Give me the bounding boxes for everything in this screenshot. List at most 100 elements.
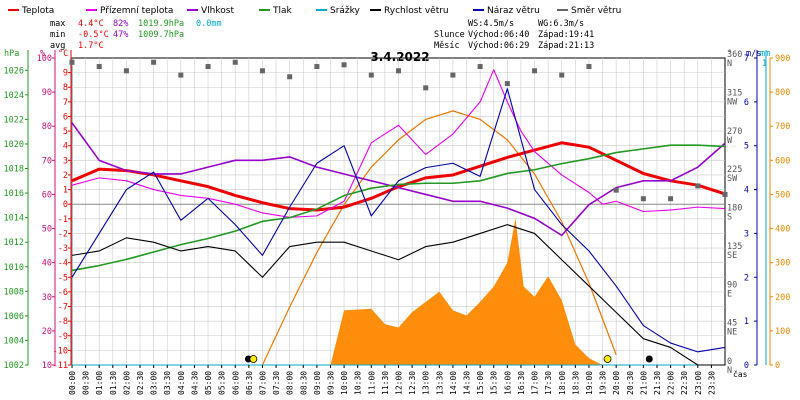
wind-dir-point [123, 68, 129, 74]
sunset-marker [603, 355, 612, 363]
series-line [71, 144, 726, 272]
sol-tick-label: 700 [775, 122, 790, 132]
pct-axis-tick-label: 40 [42, 259, 52, 269]
wind-dir-point [504, 81, 510, 87]
temp-axis-tick-label: -9 [58, 332, 68, 342]
x-tick-label: 19:30 [599, 371, 608, 395]
x-tick-label: 10:00 [340, 371, 349, 395]
x-tick-label: 20:00 [612, 371, 621, 395]
x-tick-label: 18:30 [571, 371, 580, 395]
legend-label: Směr větru [571, 6, 621, 16]
dir-compass-label: N [727, 59, 732, 69]
dir-compass-label: NE [727, 328, 737, 338]
hpa-axis-tick-label: 1004 [4, 336, 24, 346]
stats-panel: max 4.4°C 82% 1019.9hPa 0.0mm min -0.5°C… [50, 19, 594, 51]
wind-dir-point [668, 196, 674, 202]
wind-dir-point [69, 59, 75, 65]
temp-axis-tick-label: 3 [63, 156, 68, 166]
x-tick-label: 11:00 [367, 371, 376, 395]
x-tick-label: 00:00 [68, 371, 77, 395]
wind-dir-point [613, 187, 619, 193]
wind-dir-point [96, 64, 102, 70]
dir-compass-label: NW [727, 97, 738, 107]
ms-tick-label: 4 [744, 186, 749, 196]
x-tick-label: 18:00 [558, 371, 567, 395]
axes: 1002100410061008101010121014101610181020… [4, 49, 791, 376]
dir-compass-label: SW [727, 174, 738, 184]
hpa-axis-tick-label: 1006 [4, 312, 24, 322]
sol-tick-label: 100 [775, 327, 790, 337]
wind-dir-point [232, 59, 238, 65]
x-tick-label: 08:30 [299, 371, 308, 395]
temp-axis-tick-label: -8 [58, 317, 68, 327]
wind-dir-point [477, 64, 483, 70]
x-tick-label: 17:00 [531, 371, 540, 395]
dir-compass-label: SE [727, 251, 737, 261]
x-tick-label: 23:30 [707, 371, 716, 395]
moonset-marker [645, 355, 653, 363]
mm-tick-label: 1 [762, 59, 767, 69]
temp-axis-tick-label: 2 [63, 171, 68, 181]
sol-tick-label: 200 [775, 293, 790, 303]
mm-axis-unit: mm [760, 49, 770, 59]
pct-axis-tick-label: 20 [42, 327, 52, 337]
temp-axis-tick-label: 7 [63, 98, 68, 108]
stat-max-temp: 4.4°C [78, 19, 104, 29]
x-tick-label: 14:30 [463, 371, 472, 395]
x-tick-label: 10:30 [354, 371, 363, 395]
hpa-axis-tick-label: 1002 [4, 361, 24, 371]
ms-tick-label: 1 [744, 317, 749, 327]
stat-min-label: min [50, 30, 65, 40]
x-tick-label: 09:30 [326, 371, 335, 395]
x-tick-label: 05:00 [204, 371, 213, 395]
temp-axis-tick-label: -7 [58, 303, 68, 313]
chart-title: 3.4.2022 [370, 50, 429, 64]
wind-dir-point [368, 72, 374, 78]
temp-axis-tick-label: 0 [63, 200, 68, 210]
dir-tick-label: 180 [727, 204, 742, 214]
dir-tick-label: 45 [727, 319, 737, 329]
sun-set: Západ:19:41 [538, 30, 594, 40]
x-tick-label: 12:00 [395, 371, 404, 395]
dir-tick-label: 90 [727, 280, 737, 290]
x-tick-label: 06:30 [245, 371, 254, 395]
wind-dir-point [559, 72, 565, 78]
temp-axis-tick-label: 5 [63, 127, 68, 137]
ms-tick-label: 3 [744, 229, 749, 239]
hpa-axis-tick-label: 1026 [4, 66, 24, 76]
moon-rise: Východ:06:29 [468, 41, 529, 51]
ms-axis-unit: m/s [746, 49, 761, 59]
hpa-axis-tick-label: 1018 [4, 165, 24, 175]
wind-dir-point [450, 72, 456, 78]
x-tick-label: 04:00 [177, 371, 186, 395]
dir-compass-label: W [727, 136, 733, 146]
x-tick-label: 23:00 [694, 371, 703, 395]
legend-label: Teplota [21, 6, 54, 16]
pct-axis-tick-label: 10 [42, 361, 52, 371]
dir-tick-label: 315 [727, 88, 742, 98]
stat-max-hum: 82% [113, 19, 128, 29]
x-tick-label: 02:00 [122, 371, 131, 395]
wind-dir-point [259, 68, 265, 74]
legend-label: Rychlost větru [384, 6, 449, 16]
sol-tick-label: 400 [775, 225, 790, 235]
stat-max-press: 1019.9hPa [138, 19, 184, 29]
temp-axis-tick-label: 9 [63, 69, 68, 79]
hpa-axis-tick-label: 1024 [4, 91, 24, 101]
x-tick-label: 16:30 [517, 371, 526, 395]
dir-tick-label: 135 [727, 242, 742, 252]
wind-dir-point [586, 64, 592, 70]
pct-axis-tick-label: 80 [42, 122, 52, 132]
dir-compass-label: N [727, 366, 732, 376]
moon-label: Měsíc [434, 41, 460, 51]
legend: Teplota Přízemní teplota Vlhkost Tlak Srážky… [8, 6, 621, 16]
series-line [71, 88, 726, 353]
temp-axis-tick-label: -11 [53, 361, 68, 371]
wind-dir-point [151, 59, 157, 65]
wind-dir-point [205, 64, 211, 70]
x-tick-label: 09:00 [313, 371, 322, 395]
x-tick-label: 13:00 [422, 371, 431, 395]
wind-dir-point [178, 72, 184, 78]
left-axis-unit: % [40, 49, 45, 59]
